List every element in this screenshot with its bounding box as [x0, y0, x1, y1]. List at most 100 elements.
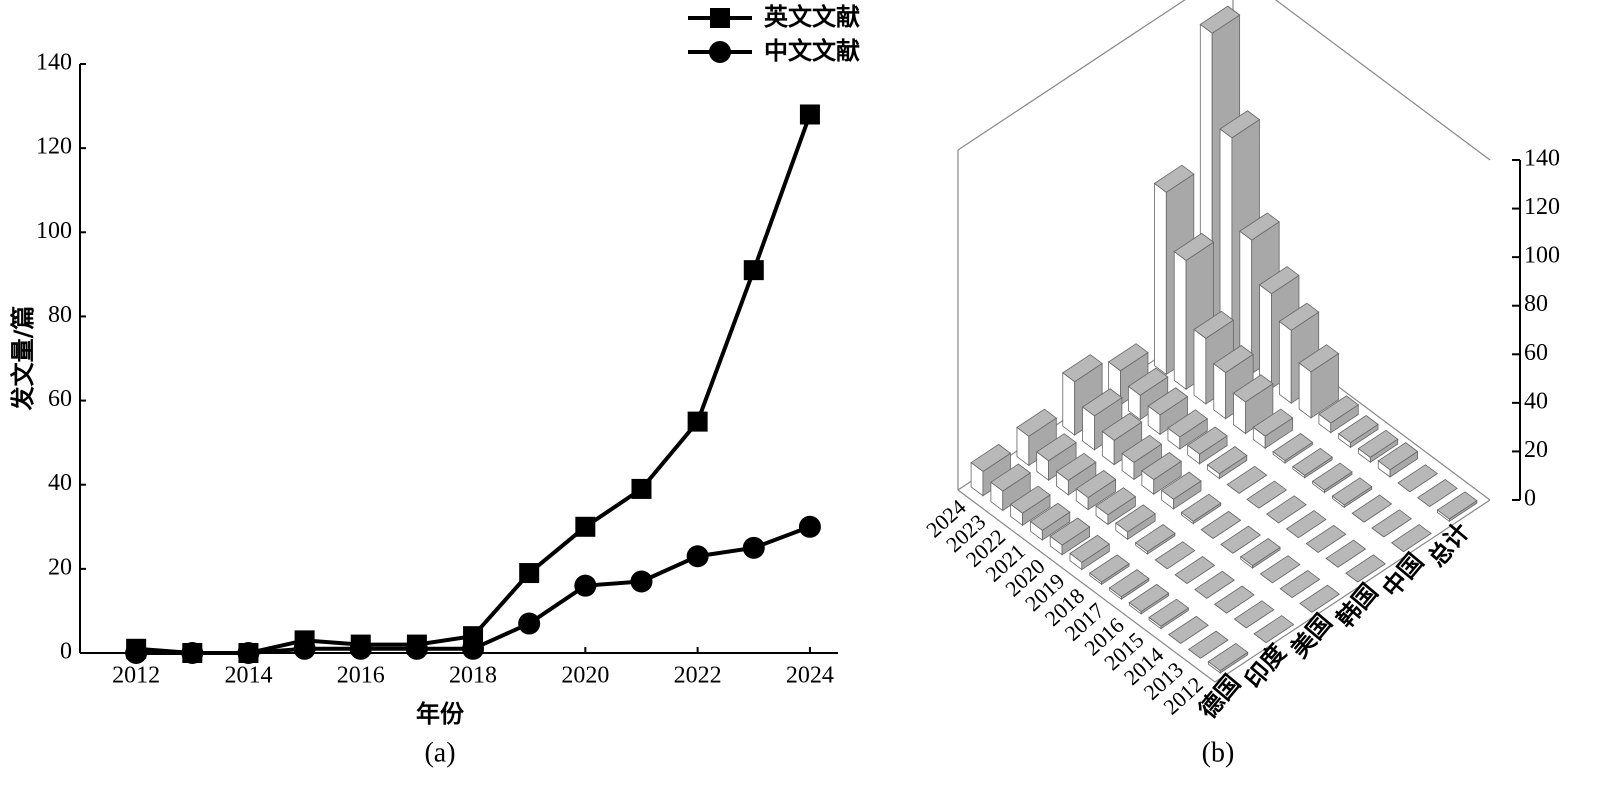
bar — [1207, 643, 1249, 674]
z-tick-label: 140 — [1524, 146, 1560, 172]
bar-top — [1107, 343, 1149, 372]
z-tick-label: 20 — [1524, 437, 1548, 463]
bar-top — [1318, 395, 1359, 424]
x-tick-label: 2014 — [224, 663, 272, 689]
marker — [181, 642, 204, 664]
bar — [1160, 471, 1202, 510]
marker — [709, 41, 731, 63]
legend-label: 英文文献 — [764, 3, 860, 31]
marker — [575, 516, 596, 537]
z-tick-label: 40 — [1524, 388, 1548, 414]
marker — [687, 411, 708, 432]
bar — [1318, 395, 1359, 434]
y-tick-label: 100 — [36, 218, 72, 244]
marker — [574, 574, 597, 597]
bar-top — [1134, 524, 1176, 553]
bar — [1148, 598, 1190, 630]
bar-top — [1187, 630, 1229, 659]
bar-top — [1049, 517, 1091, 546]
bar-top — [1331, 477, 1373, 506]
legend-label: 印度 — [1239, 638, 1292, 694]
bar — [1049, 517, 1091, 556]
bar-side — [1259, 284, 1272, 390]
bar — [1266, 495, 1307, 524]
marker — [742, 536, 765, 559]
bar — [1331, 477, 1373, 509]
bar-top — [1016, 408, 1058, 437]
bar — [1029, 502, 1071, 541]
bar-top — [1055, 452, 1097, 481]
bar — [1417, 478, 1458, 508]
bar — [1147, 387, 1189, 436]
bar — [1220, 525, 1261, 554]
bar — [1390, 524, 1432, 553]
bar-top — [1337, 415, 1379, 444]
bar — [1134, 524, 1176, 555]
bar-top — [1219, 110, 1261, 139]
bar-side — [1154, 182, 1167, 376]
bar — [1246, 480, 1288, 509]
bar-top — [1292, 447, 1333, 476]
caption: (b) — [1202, 737, 1235, 768]
marker — [405, 637, 428, 660]
bar — [1115, 504, 1156, 541]
bar-top — [1239, 212, 1280, 241]
bar — [1252, 408, 1294, 450]
bar-top — [1397, 464, 1439, 493]
bar-side — [1173, 250, 1187, 390]
bar-top — [1108, 569, 1150, 598]
bar-top — [1345, 554, 1386, 583]
bar-top — [970, 443, 1012, 472]
bar-top — [1069, 534, 1111, 563]
bar-top — [1226, 465, 1268, 494]
marker — [462, 637, 485, 660]
bar-top — [1272, 433, 1314, 462]
bar — [1213, 585, 1255, 614]
bar — [1305, 524, 1347, 553]
bar-top — [1009, 485, 1051, 514]
bar-top — [1153, 164, 1195, 193]
x-tick-label: 2020 — [561, 663, 609, 689]
bar — [1233, 600, 1275, 629]
bar-top — [1200, 510, 1242, 539]
bar — [1075, 470, 1117, 511]
bar-top — [1232, 374, 1274, 403]
marker — [125, 642, 148, 664]
bar-top — [1167, 409, 1208, 438]
bar-top — [1121, 434, 1163, 463]
bar — [1357, 429, 1399, 464]
bar-top — [1298, 344, 1340, 373]
bar — [1095, 487, 1137, 526]
bar — [1081, 388, 1123, 451]
bar — [1089, 554, 1130, 586]
bar-side — [1062, 371, 1076, 436]
bar — [1337, 415, 1379, 449]
marker — [293, 637, 316, 660]
bar-top — [1180, 493, 1222, 522]
bar-top — [1036, 433, 1077, 462]
bar-top — [1174, 556, 1216, 585]
bar-top — [1311, 462, 1353, 491]
box-edge — [1274, 0, 1491, 161]
x-tick-label: 2024 — [786, 663, 834, 689]
bar-top — [1187, 426, 1228, 455]
bar-top — [1168, 615, 1209, 644]
bar-top — [990, 463, 1031, 492]
bar — [1174, 556, 1216, 585]
bar-top — [1029, 502, 1071, 531]
bar — [1168, 615, 1209, 644]
legend-label: 韩国 — [1331, 578, 1383, 633]
bar — [1206, 446, 1248, 480]
floor-edge — [1214, 499, 1491, 683]
bar — [1272, 433, 1314, 464]
y-tick-label: 0 — [60, 639, 72, 665]
marker — [743, 260, 764, 281]
bar — [1194, 570, 1235, 599]
x-tick-label: 2022 — [674, 663, 722, 689]
x-tick-label: 2016 — [337, 663, 385, 689]
bar — [1167, 409, 1208, 450]
marker — [519, 563, 540, 584]
marker — [631, 478, 652, 499]
bar-top — [1252, 408, 1294, 437]
bar — [1009, 485, 1051, 527]
